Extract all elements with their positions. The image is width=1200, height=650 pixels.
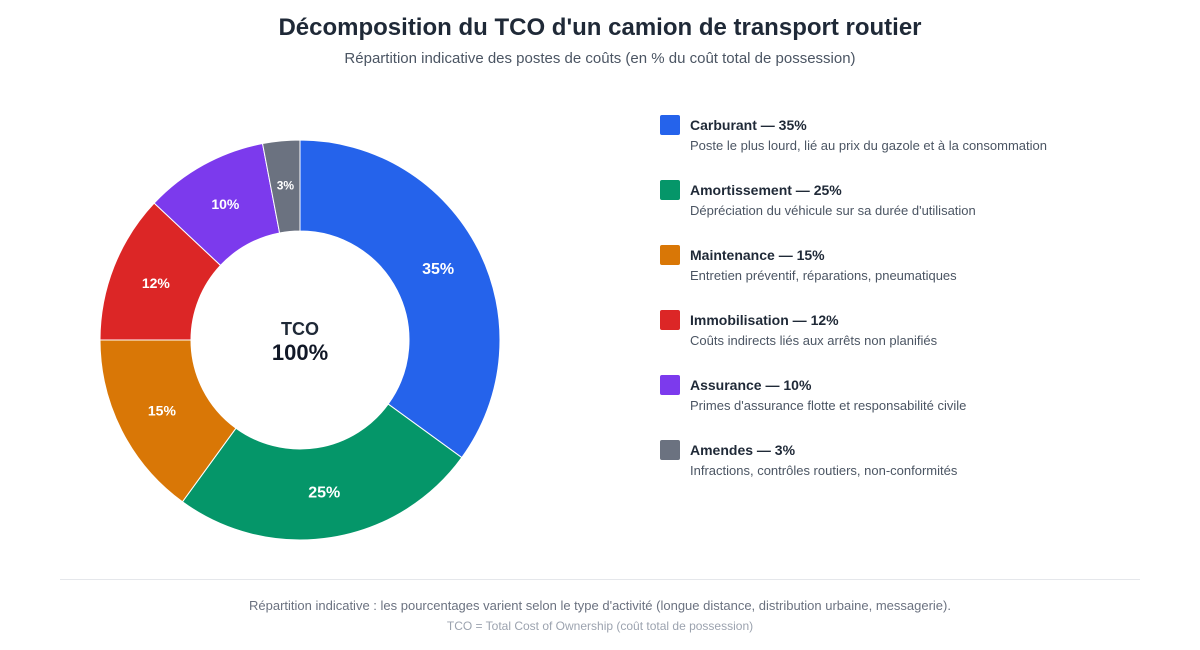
legend-title: Maintenance — 15% [690, 247, 825, 263]
footer-definition: TCO = Total Cost of Ownership (coût tota… [446, 619, 754, 633]
legend-description: Primes d'assurance flotte et responsabil… [690, 398, 967, 413]
legend-description: Poste le plus lourd, lié au prix du gazo… [690, 138, 1047, 153]
footer-note: Répartition indicative : les pourcentage… [249, 598, 951, 613]
legend: Carburant — 35% Poste le plus lourd, lié … [660, 115, 1160, 505]
legend-item-amortissement: Amortissement — 25% Dépréciation du véhic… [660, 180, 1160, 245]
legend-description: Entretien préventif, réparations, pneuma… [690, 268, 957, 283]
legend-item-maintenance: Maintenance — 15% Entretien préventif, ré… [660, 245, 1160, 310]
legend-title: Amortissement — 25% [690, 182, 842, 198]
slice-label-amendes: 3% [277, 179, 295, 193]
legend-description: Dépréciation du véhicule sur sa durée d'… [690, 203, 976, 218]
legend-item-carburant: Carburant — 35% Poste le plus lourd, lié … [660, 115, 1160, 180]
slice-label-assurance: 10% [211, 196, 240, 212]
center-label: TCO [281, 319, 319, 339]
slice-label-carburant: 35% [422, 261, 454, 278]
legend-description: Coûts indirects liés aux arrêts non plan… [690, 333, 938, 348]
legend-title: Assurance — 10% [690, 377, 812, 393]
legend-title: Immobilisation — 12% [690, 312, 839, 328]
legend-item-immobilisation: Immobilisation — 12% Coûts indirects liés… [660, 310, 1160, 375]
chart-title: Décomposition du TCO d'un camion de tran… [278, 14, 922, 41]
legend-swatch [660, 245, 680, 265]
legend-swatch [660, 115, 680, 135]
donut-slice-carburant [299, 139, 501, 459]
legend-swatch [660, 375, 680, 395]
legend-swatch [660, 180, 680, 200]
center-value: 100% [272, 340, 328, 365]
footer-divider [60, 579, 1140, 580]
legend-title: Amendes — 3% [690, 442, 796, 458]
chart-subtitle: Répartition indicative des postes de coû… [344, 50, 856, 67]
donut-chart: 35% 25% 15% 12% 10% 3% TCO 100% [99, 139, 501, 541]
slice-label-immobilisation: 12% [142, 275, 171, 291]
legend-swatch [660, 310, 680, 330]
slice-label-maintenance: 15% [148, 402, 177, 418]
legend-description: Infractions, contrôles routiers, non-con… [690, 463, 958, 478]
legend-item-amendes: Amendes — 3% Infractions, contrôles routi… [660, 440, 1160, 505]
legend-title: Carburant — 35% [690, 117, 807, 133]
donut-slices [99, 139, 501, 541]
slice-label-amortissement: 25% [308, 485, 340, 502]
donut-slice-labels: 35% 25% 15% 12% 10% 3% [142, 179, 454, 502]
legend-item-assurance: Assurance — 10% Primes d'assurance flotte… [660, 375, 1160, 440]
donut-hole [191, 231, 409, 449]
legend-swatch [660, 440, 680, 460]
